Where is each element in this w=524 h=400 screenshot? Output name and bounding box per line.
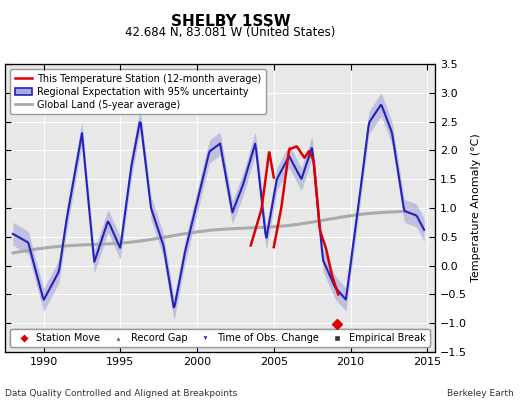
Text: Berkeley Earth: Berkeley Earth (447, 389, 514, 398)
Legend: Station Move, Record Gap, Time of Obs. Change, Empirical Break: Station Move, Record Gap, Time of Obs. C… (10, 329, 430, 347)
Text: Data Quality Controlled and Aligned at Breakpoints: Data Quality Controlled and Aligned at B… (5, 389, 237, 398)
Text: 42.684 N, 83.081 W (United States): 42.684 N, 83.081 W (United States) (125, 26, 336, 39)
Y-axis label: Temperature Anomaly (°C): Temperature Anomaly (°C) (471, 134, 481, 282)
Text: SHELBY 1SSW: SHELBY 1SSW (171, 14, 290, 29)
